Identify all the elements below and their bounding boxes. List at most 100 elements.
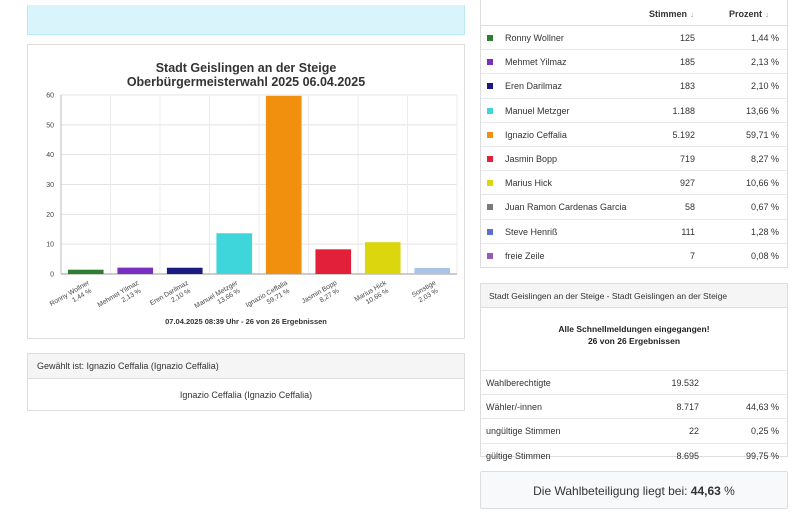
- candidate-percent: 1,28 %: [750, 226, 779, 237]
- table-row: Juan Ramon Cardenas Garcia 58 0,67 %: [481, 195, 787, 220]
- candidate-votes: 183: [679, 81, 695, 92]
- candidate-votes: 185: [679, 57, 695, 68]
- candidate-votes: 5.192: [672, 129, 695, 140]
- candidate-name: Ignazio Ceffalia: [505, 129, 567, 140]
- candidate-name: Juan Ramon Cardenas Garcia: [505, 202, 627, 213]
- candidate-name: Steve Henriß: [505, 226, 558, 237]
- turnout-unit: %: [724, 484, 735, 498]
- bar-manuel-metzger[interactable]: [216, 233, 253, 274]
- table-row: Jasmin Bopp 719 8,27 %: [481, 147, 787, 172]
- elected-panel: Gewählt ist: Ignazio Ceffalia (Ignazio C…: [27, 353, 465, 411]
- chart-footer: 07.04.2025 08:39 Uhr - 26 von 26 Ergebni…: [165, 317, 327, 326]
- candidate-percent: 59,71 %: [745, 129, 779, 140]
- summary-value: 8.717: [676, 402, 699, 413]
- bar-mehmet-yilmaz[interactable]: [117, 267, 154, 274]
- candidate-votes: 58: [684, 202, 695, 213]
- turnout-value: 44,63: [690, 484, 721, 498]
- candidate-percent: 10,66 %: [745, 178, 779, 189]
- elected-body: Ignazio Ceffalia (Ignazio Ceffalia): [179, 390, 313, 400]
- results-table: Stimmen ↓ Prozent ↓ Ronny Wollner 125 1,44 %…: [480, 0, 788, 268]
- summary-percent: 99,75 %: [745, 450, 779, 461]
- table-row: Eren Darilmaz 183 2,10 %: [481, 74, 787, 99]
- candidate-name: Mehmet Yilmaz: [505, 57, 567, 68]
- bar-ignazio-ceffalia[interactable]: [265, 95, 302, 274]
- chart-subtitle: Oberbürgermeisterwahl 2025 06.04.2025: [126, 75, 366, 89]
- results-header: Stimmen ↓ Prozent ↓: [481, 0, 787, 26]
- color-swatch: [487, 180, 493, 187]
- color-swatch: [487, 35, 493, 41]
- candidate-percent: 2,10 %: [750, 81, 779, 92]
- summary-value: 19.532: [671, 378, 699, 388]
- info-banner: [27, 5, 465, 35]
- bar-ronny-wollner[interactable]: [67, 269, 104, 274]
- candidate-name: Jasmin Bopp: [505, 153, 558, 164]
- y-tick-label: 10: [46, 242, 54, 249]
- column-header-stimmen[interactable]: Stimmen ↓: [648, 9, 694, 19]
- y-tick-label: 60: [46, 93, 54, 100]
- summary-header: Stadt Geislingen an der Steige - Stadt G…: [481, 284, 787, 308]
- candidate-percent: 0,67 %: [750, 202, 779, 213]
- y-tick-label: 0: [50, 272, 54, 279]
- color-swatch: [487, 155, 493, 162]
- summary-label: ungültige Stimmen: [486, 426, 561, 437]
- candidate-votes: 1.188: [672, 105, 695, 116]
- sort-down-icon[interactable]: ↓: [765, 10, 769, 19]
- table-row: freie Zeile 7 0,08 %: [481, 244, 787, 268]
- bar-sonstige[interactable]: [414, 267, 451, 274]
- candidate-votes: 125: [679, 33, 695, 43]
- summary-message-line1: Alle Schnellmeldungen eingegangen!: [558, 324, 710, 334]
- candidate-name: freie Zeile: [505, 250, 545, 261]
- summary-value: 22: [688, 426, 699, 437]
- table-row: Steve Henriß 111 1,28 %: [481, 220, 787, 244]
- candidate-votes: 111: [681, 226, 695, 237]
- candidate-name: Eren Darilmaz: [505, 81, 563, 92]
- candidate-percent: 0,08 %: [750, 250, 779, 261]
- color-swatch: [487, 252, 493, 259]
- candidate-votes: 719: [679, 153, 695, 164]
- color-swatch: [487, 107, 493, 114]
- summary-label: gültige Stimmen: [486, 450, 551, 461]
- turnout-box: Die Wahlbeteiligung liegt bei: 44,63 %: [480, 471, 788, 509]
- candidate-percent: 13,66 %: [745, 105, 779, 116]
- color-swatch: [487, 204, 493, 211]
- candidate-name: Manuel Metzger: [505, 105, 570, 116]
- y-tick-label: 50: [46, 122, 54, 129]
- summary-message: Alle Schnellmeldungen eingegangen! 26 vo…: [481, 308, 787, 371]
- color-swatch: [487, 131, 493, 138]
- table-row: Mehmet Yilmaz 185 2,13 %: [481, 50, 787, 75]
- bar-marius-hick[interactable]: [364, 242, 401, 274]
- summary-row: gültige Stimmen 8.695 99,75 %: [481, 444, 787, 468]
- candidate-percent: 2,13 %: [750, 57, 779, 68]
- summary-row: Wahlberechtigte 19.532: [481, 371, 787, 396]
- summary-row: Wähler/-innen 8.717 44,63 %: [481, 395, 787, 420]
- candidate-name: Marius Hick: [505, 178, 553, 189]
- candidate-votes: 927: [679, 178, 695, 189]
- elected-header: Gewählt ist: Ignazio Ceffalia (Ignazio C…: [28, 354, 464, 379]
- y-tick-label: 20: [46, 212, 54, 219]
- bar-eren-darilmaz[interactable]: [166, 267, 203, 274]
- summary-row: ungültige Stimmen 22 0,25 %: [481, 419, 787, 444]
- sort-down-icon[interactable]: ↓: [690, 10, 694, 19]
- turnout-text: Die Wahlbeteiligung liegt bei:: [533, 484, 688, 498]
- summary-label: Wahlberechtigte: [486, 378, 551, 388]
- candidate-percent: 8,27 %: [750, 153, 779, 164]
- table-row: Ignazio Ceffalia 5.192 59,71 %: [481, 123, 787, 147]
- chart-panel: Stadt Geislingen an der Steige Oberbürge…: [27, 44, 465, 339]
- summary-message-line2: 26 von 26 Ergebnissen: [587, 336, 681, 346]
- column-header-prozent[interactable]: Prozent ↓: [728, 9, 769, 19]
- candidate-percent: 1,44 %: [750, 33, 779, 43]
- table-row: Ronny Wollner 125 1,44 %: [481, 26, 787, 51]
- chart-title: Stadt Geislingen an der Steige: [155, 61, 337, 75]
- color-swatch: [487, 228, 493, 235]
- color-swatch: [487, 59, 493, 66]
- summary-percent: 0,25 %: [750, 426, 779, 437]
- bar-jasmin-bopp[interactable]: [315, 249, 352, 274]
